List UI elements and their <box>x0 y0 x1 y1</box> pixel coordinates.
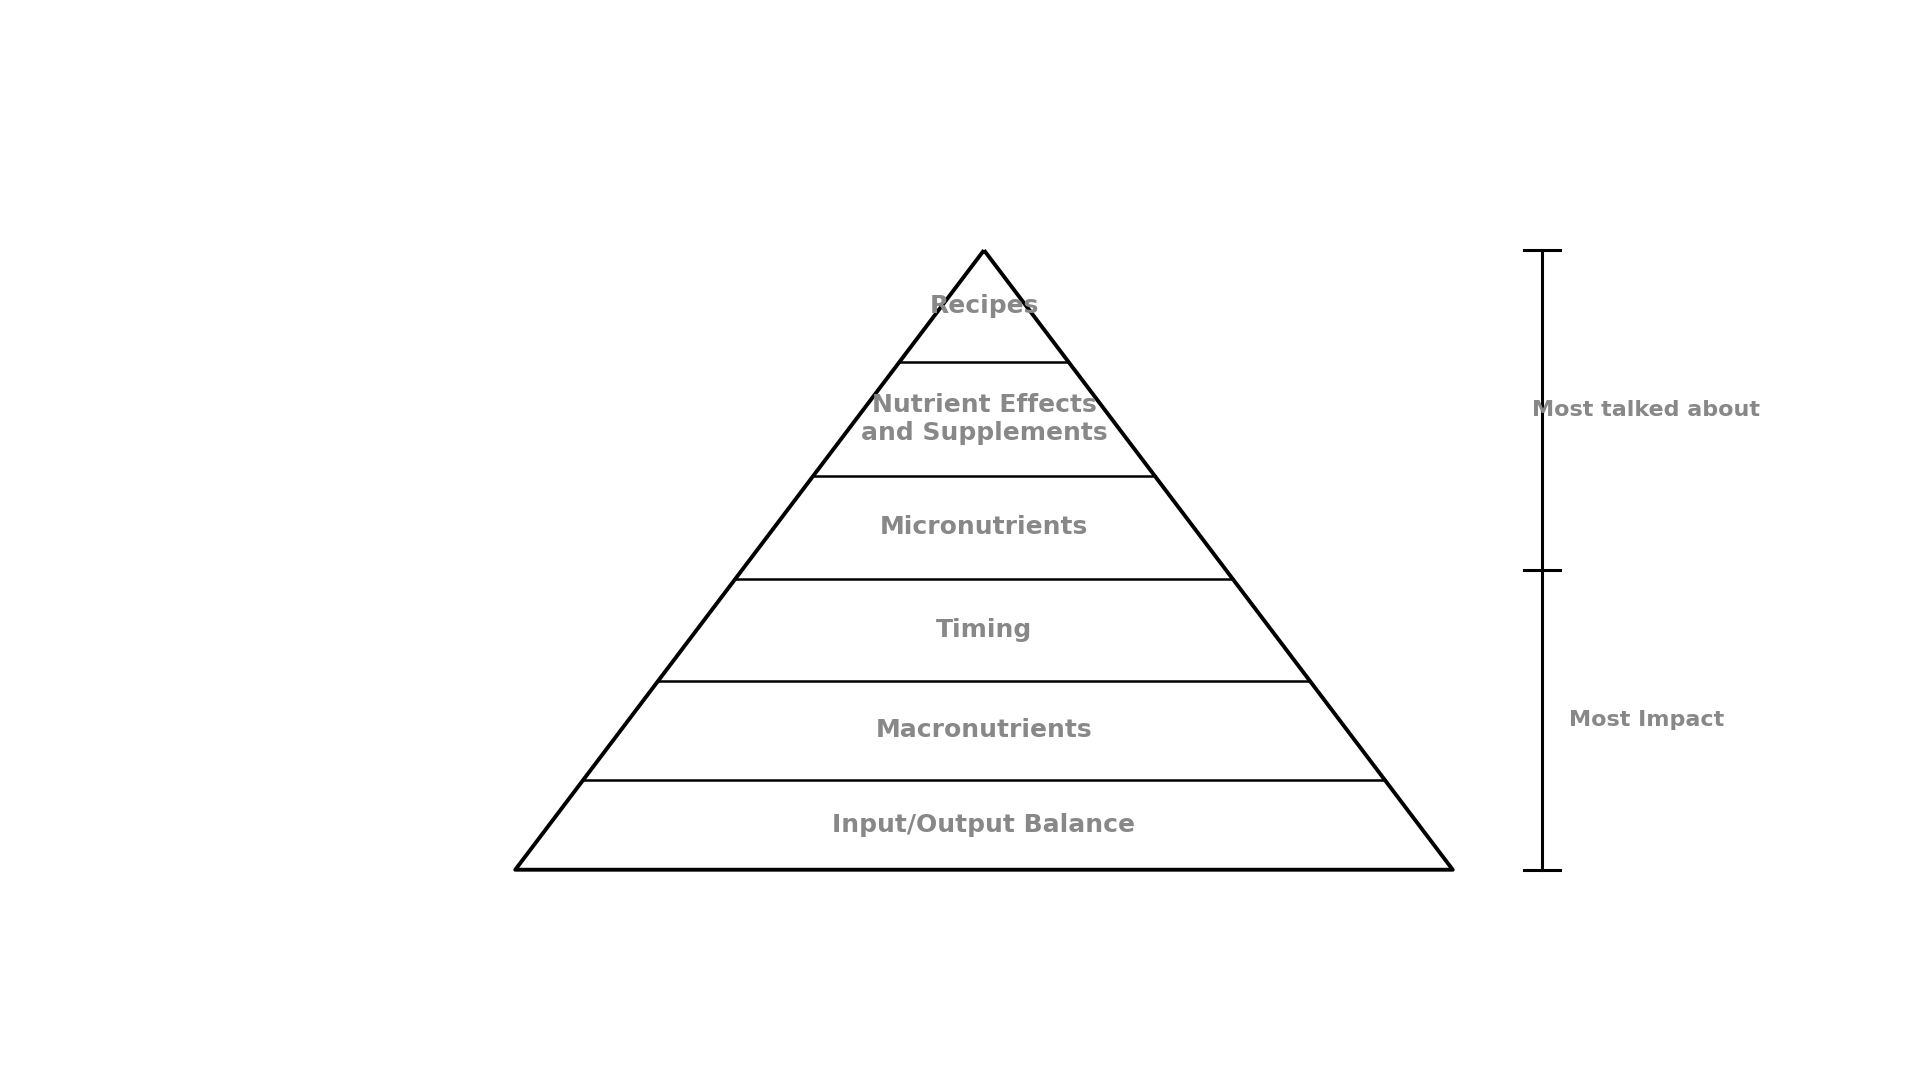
Text: Most Impact: Most Impact <box>1569 710 1724 730</box>
Text: Macronutrients: Macronutrients <box>876 718 1092 742</box>
Text: Micronutrients: Micronutrients <box>879 515 1089 539</box>
Text: Timing: Timing <box>935 618 1033 642</box>
Text: Nutrient Effects
and Supplements: Nutrient Effects and Supplements <box>860 393 1108 445</box>
Text: Input/Output Balance: Input/Output Balance <box>833 813 1135 837</box>
Text: Most talked about: Most talked about <box>1532 401 1761 420</box>
Text: Recipes: Recipes <box>929 294 1039 318</box>
